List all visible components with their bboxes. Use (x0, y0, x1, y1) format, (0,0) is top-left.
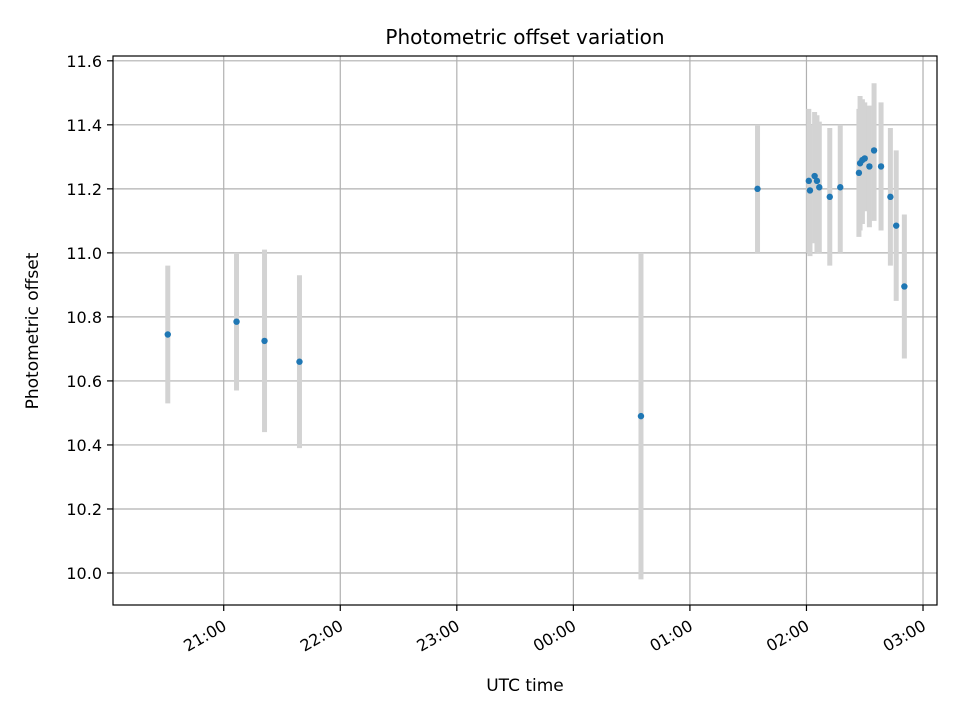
data-point (837, 184, 843, 190)
data-point (816, 184, 822, 190)
data-point (806, 178, 812, 184)
data-point (887, 194, 893, 200)
x-axis-label: UTC time (486, 676, 564, 696)
data-point (827, 194, 833, 200)
y-tick-label: 11.6 (66, 52, 102, 71)
data-point (233, 318, 239, 324)
y-tick-label: 10.2 (66, 500, 102, 519)
chart-title: Photometric offset variation (385, 25, 664, 49)
data-point (638, 413, 644, 419)
data-point (261, 338, 267, 344)
data-point (862, 155, 868, 161)
data-point (878, 163, 884, 169)
data-point (893, 222, 899, 228)
data-point (901, 283, 907, 289)
figure-background (0, 0, 960, 720)
y-tick-label: 11.0 (66, 244, 102, 263)
data-point (814, 178, 820, 184)
y-tick-label: 10.8 (66, 308, 102, 327)
data-point (296, 359, 302, 365)
y-tick-label: 10.4 (66, 436, 102, 455)
data-point (856, 170, 862, 176)
y-tick-label: 10.6 (66, 372, 102, 391)
y-tick-label: 11.4 (66, 116, 102, 135)
data-point (807, 187, 813, 193)
y-tick-label: 11.2 (66, 180, 102, 199)
data-point (754, 186, 760, 192)
data-point (165, 331, 171, 337)
y-tick-label: 10.0 (66, 564, 102, 583)
chart-figure: Photometric offset variation 21:00 22:00 2… (0, 0, 960, 720)
y-axis-label: Photometric offset (23, 252, 43, 409)
data-point (871, 147, 877, 153)
data-point (866, 163, 872, 169)
